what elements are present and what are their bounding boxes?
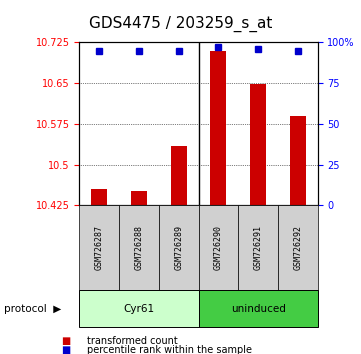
Text: uninduced: uninduced <box>231 304 286 314</box>
Bar <box>250 84 266 205</box>
Text: ■: ■ <box>61 346 71 354</box>
Text: GSM726289: GSM726289 <box>174 225 183 270</box>
Bar <box>131 191 147 205</box>
Bar <box>171 145 187 205</box>
Text: transformed count: transformed count <box>87 336 177 346</box>
Bar <box>210 51 226 205</box>
Text: GSM726288: GSM726288 <box>135 225 143 270</box>
Text: ■: ■ <box>61 336 71 346</box>
Text: GSM726290: GSM726290 <box>214 225 223 270</box>
Bar <box>290 116 306 205</box>
Text: GSM726292: GSM726292 <box>293 225 302 270</box>
Text: protocol  ▶: protocol ▶ <box>4 304 61 314</box>
Text: GDS4475 / 203259_s_at: GDS4475 / 203259_s_at <box>89 16 272 32</box>
Text: percentile rank within the sample: percentile rank within the sample <box>87 346 252 354</box>
Bar <box>91 189 107 205</box>
Text: GSM726287: GSM726287 <box>95 225 104 270</box>
Text: GSM726291: GSM726291 <box>254 225 262 270</box>
Text: Cyr61: Cyr61 <box>123 304 155 314</box>
